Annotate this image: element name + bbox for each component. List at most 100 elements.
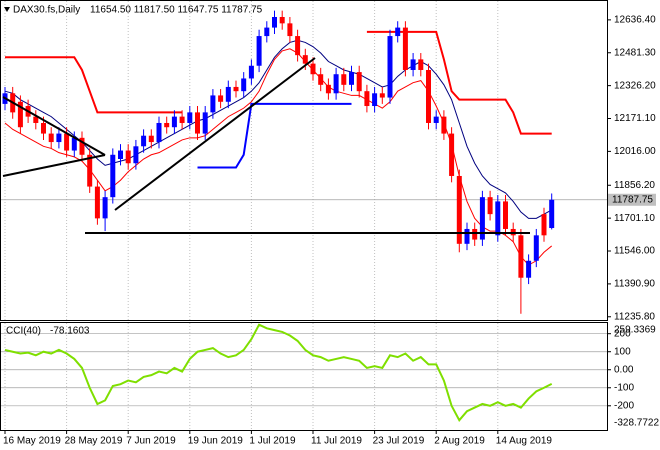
x-tick-label: 16 May 2019: [3, 436, 61, 447]
x-tick-label: 2 Aug 2019: [434, 436, 485, 447]
candle-body: [171, 116, 177, 128]
candle-body: [364, 91, 370, 107]
chart-title: DAX30.fs,Daily: [13, 5, 80, 16]
y-tick-label: 11235.80: [614, 311, 655, 322]
trend-line: [2, 96, 106, 156]
candle-body: [449, 133, 455, 176]
candle-body: [318, 74, 324, 85]
y-tick-label: 12481.30: [614, 47, 656, 58]
ohlc-label: 11654.50 11817.50 11647.75 11787.75: [90, 5, 263, 16]
y-tick-label: 200: [614, 328, 631, 339]
x-tick-label: 28 May 2019: [65, 436, 123, 447]
y-tick-label: -100: [614, 382, 634, 393]
candle-body: [279, 16, 285, 24]
candle-body: [356, 72, 362, 92]
candle-body: [256, 36, 262, 66]
y-range-label: 259.3369: [614, 325, 656, 336]
candle-body: [333, 74, 339, 94]
candle-body: [526, 260, 532, 278]
x-tick-label: 1 Jul 2019: [249, 436, 296, 447]
grid: [1, 1, 607, 430]
candle-body: [533, 235, 539, 261]
y-tick-label: 0.00: [614, 364, 634, 375]
last-price-tag: [608, 193, 656, 206]
candle-body: [295, 36, 301, 56]
candle-body: [56, 133, 62, 143]
candle-body: [156, 122, 162, 143]
candle-body: [549, 199, 555, 229]
trend-line: [2, 154, 106, 177]
level-line: [197, 102, 352, 169]
candle-body: [133, 146, 139, 164]
candle-body: [341, 74, 347, 85]
candle-body: [225, 86, 231, 102]
candle-body: [233, 86, 239, 92]
y-tick-label: 100: [614, 346, 631, 357]
y-tick-label: 12636.40: [614, 15, 656, 26]
candle-body: [287, 23, 293, 37]
candle-body: [125, 150, 131, 164]
x-tick-label: 11 Jul 2019: [311, 436, 362, 447]
candle-body: [241, 78, 247, 92]
candle-body: [395, 27, 401, 37]
candle-body: [218, 95, 224, 102]
candle-body: [264, 27, 270, 37]
y-tick-label: 11546.00: [614, 246, 655, 257]
x-tick-label: 7 Jun 2019: [126, 436, 176, 447]
candle-body: [441, 116, 447, 134]
candle-body: [495, 201, 501, 236]
candle-body: [272, 16, 277, 28]
candle-body: [118, 150, 123, 160]
y-tick-label: 12171.10: [614, 113, 656, 124]
x-tick-label: 23 Jul 2019: [373, 436, 425, 447]
last-price-label: 11787.75: [612, 194, 653, 205]
candle-body: [102, 197, 108, 219]
candle-body: [71, 137, 77, 151]
trend-line: [114, 57, 316, 211]
cci-title: CCI(40): [6, 326, 41, 337]
level-line: [5, 56, 183, 114]
candle-body: [64, 133, 70, 151]
candle-body: [325, 84, 331, 94]
price-frame: [0, 0, 608, 321]
candle-body: [148, 135, 154, 143]
candle-body: [379, 93, 385, 98]
candle-body: [387, 36, 393, 98]
candle-body: [187, 112, 193, 123]
candle-body: [349, 72, 354, 85]
candle-body: [503, 201, 508, 229]
x-tick-label: 14 Aug 2019: [496, 436, 553, 447]
y-range-label: -328.7722: [614, 418, 659, 429]
candle-body: [426, 69, 431, 123]
candle-body: [479, 197, 485, 240]
cci-value: -78.1603: [50, 326, 90, 337]
candle-body: [210, 95, 216, 113]
candle-body: [141, 135, 147, 147]
candle-body: [17, 101, 23, 128]
cci-line: [4, 323, 553, 422]
candle-body: [541, 214, 547, 236]
candle-body: [456, 175, 462, 244]
candle-body: [464, 228, 470, 244]
candle-body: [418, 59, 424, 70]
candle-body: [410, 59, 416, 70]
candle-body: [487, 197, 493, 215]
candle-body: [195, 112, 200, 134]
candle-body: [41, 122, 46, 134]
trend-lines: [2, 57, 530, 234]
candle-body: [79, 137, 85, 155]
symbol-arrow: [4, 7, 10, 12]
x-tick-label: 19 Jun 2019: [188, 436, 243, 447]
candle-body: [33, 116, 39, 123]
candle-body: [164, 122, 170, 128]
y-tick-label: 11390.90: [614, 279, 655, 290]
y-tick-label: 12016.00: [614, 146, 656, 157]
candle-body: [94, 186, 100, 219]
y-tick-label: 12326.20: [614, 80, 656, 91]
candle-body: [372, 93, 378, 107]
candle-body: [472, 228, 478, 240]
candle-body: [310, 63, 316, 75]
candle-body: [248, 65, 254, 79]
candle-body: [87, 154, 93, 187]
